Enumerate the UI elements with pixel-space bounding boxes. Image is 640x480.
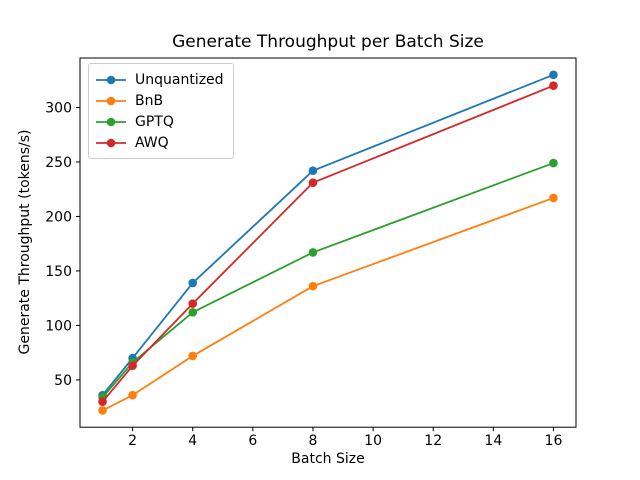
y-tick-label: 100 [45, 318, 72, 334]
legend: Unquantized BnB GPTQ AWQ [88, 63, 234, 159]
series-marker-awq [188, 299, 198, 308]
y-axis-label: Generate Throughput (tokens/s) [17, 129, 33, 355]
x-tick-label: 6 [248, 433, 257, 449]
series-marker-bnb [128, 390, 137, 400]
x-tick-label: 10 [364, 433, 382, 449]
legend-label: GPTQ [135, 113, 174, 130]
y-tick-label: 150 [45, 264, 72, 280]
plot-border [79, 57, 577, 428]
series-marker-unquantized [188, 278, 198, 288]
x-tick-label: 16 [545, 433, 563, 449]
legend-label: Unquantized [135, 71, 224, 88]
series-marker-bnb [98, 406, 107, 415]
series-marker-gptq [308, 248, 318, 257]
series-line-bnb [101, 197, 555, 412]
y-tick-label: 300 [45, 100, 72, 116]
legend-line-marker-icon [96, 117, 126, 126]
series-marker-bnb [308, 281, 318, 291]
series-marker-bnb [188, 351, 198, 361]
series-marker-unquantized [549, 70, 558, 80]
series-marker-bnb [549, 193, 558, 203]
legend-line-marker-icon [96, 138, 126, 147]
x-tick-label: 8 [309, 433, 318, 449]
legend-item-gptq: GPTQ [96, 111, 224, 132]
y-tick-label: 50 [54, 373, 72, 389]
chart-title: Generate Throughput per Batch Size [172, 32, 484, 52]
series-marker-gptq [549, 158, 558, 168]
x-tick-label: 12 [424, 433, 442, 449]
x-tick-label: 14 [484, 433, 502, 449]
series-marker-awq [98, 397, 107, 407]
x-tick-label: 4 [188, 433, 197, 449]
series-marker-awq [308, 178, 318, 187]
series-marker-awq [549, 81, 558, 90]
x-axis-label: Batch Size [291, 451, 365, 467]
legend-item-bnb: BnB [96, 90, 224, 111]
y-tick-label: 250 [45, 155, 72, 171]
legend-item-awq: AWQ [96, 132, 224, 153]
x-tick-label: 2 [128, 433, 137, 449]
series-marker-unquantized [308, 166, 318, 175]
y-tick-label: 200 [45, 209, 72, 225]
series-marker-awq [128, 361, 137, 371]
legend-item-unquantized: Unquantized [96, 69, 224, 90]
legend-line-marker-icon [96, 75, 126, 84]
legend-label: BnB [135, 92, 164, 109]
series-marker-gptq [188, 308, 198, 317]
legend-label: AWQ [135, 134, 169, 151]
legend-line-marker-icon [96, 96, 126, 105]
